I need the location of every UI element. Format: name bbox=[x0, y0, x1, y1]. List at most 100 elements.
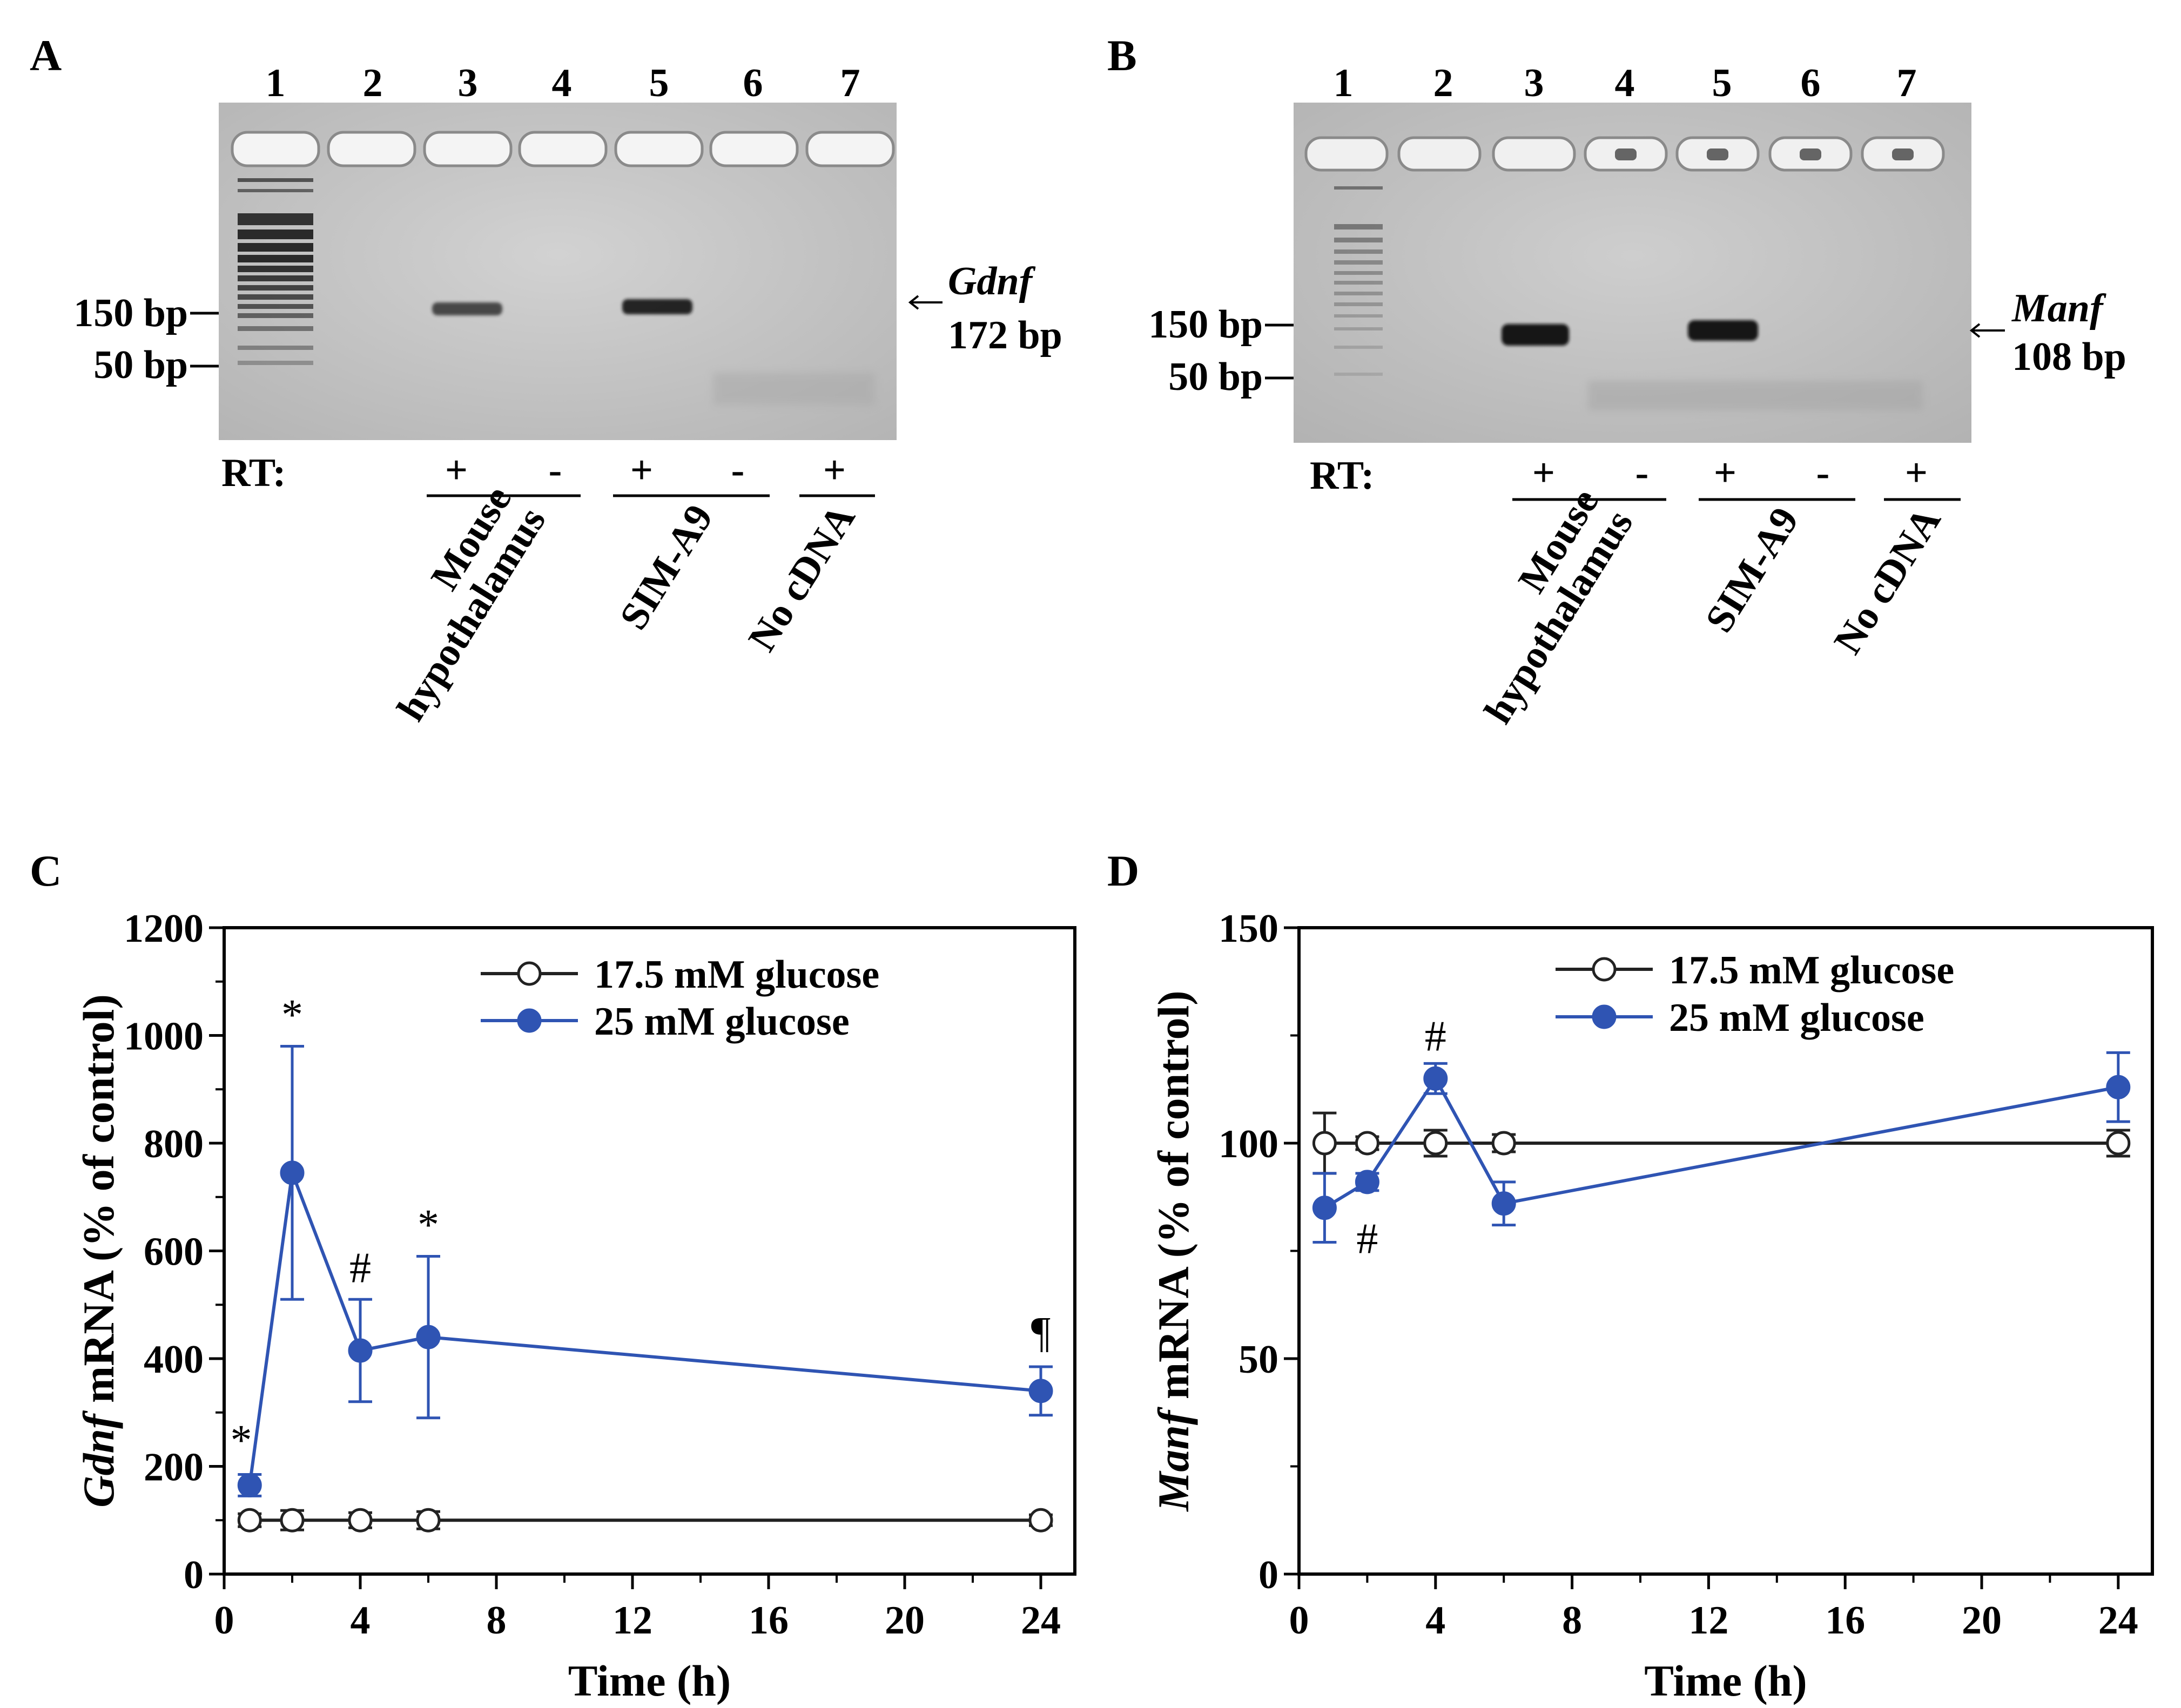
chart-c-legend-marker bbox=[517, 1008, 542, 1033]
gel-a-rt-lane4: - bbox=[549, 448, 562, 492]
gel-a-rt-label: RT: bbox=[221, 451, 286, 495]
chart-c-xtick-label: 0 bbox=[214, 1598, 234, 1643]
chart-c-data-point bbox=[416, 1325, 441, 1349]
gel-b-lane-4: 4 bbox=[1615, 61, 1635, 105]
chart-d-data-point bbox=[1312, 1131, 1337, 1156]
chart-d-data-point bbox=[1491, 1191, 1516, 1216]
gel-a-lane-4: 4 bbox=[552, 61, 572, 105]
chart-d-legend-label: 17.5 mM glucose bbox=[1669, 948, 1954, 993]
chart-d-data-point bbox=[1491, 1131, 1516, 1156]
chart-c-xtick-label: 20 bbox=[885, 1598, 925, 1643]
chart-c-data-point bbox=[1028, 1508, 1053, 1533]
chart-c-data-point bbox=[1028, 1379, 1053, 1403]
chart-c-legend-label: 17.5 mM glucose bbox=[594, 953, 879, 997]
panel-d-label: D bbox=[1107, 846, 1139, 895]
chart-d-data-point bbox=[1423, 1131, 1448, 1156]
gel-a bbox=[219, 103, 897, 440]
gel-a-group-nocdna: No cDNA bbox=[740, 497, 864, 659]
chart-c-xtick-label: 16 bbox=[749, 1598, 789, 1643]
gel-b-rt-lane3: + bbox=[1532, 451, 1555, 495]
chart-d-legend-marker bbox=[1592, 1004, 1617, 1029]
chart-c-annotation: * bbox=[281, 991, 303, 1039]
gel-b-lane-numbers: 1 2 3 4 5 6 7 bbox=[1334, 61, 1917, 105]
chart-d-annotation: # bbox=[1425, 1013, 1446, 1061]
gel-a-group-sima9: SIM-A9 bbox=[611, 497, 722, 638]
chart-d-data-point bbox=[1423, 1066, 1448, 1091]
chart-d-xtick-label: 0 bbox=[1289, 1598, 1309, 1643]
gel-b-rt-lane7: + bbox=[1905, 451, 1928, 495]
chart-d-xtick-label: 12 bbox=[1688, 1598, 1728, 1643]
gel-b-rt-lane5: + bbox=[1714, 451, 1736, 495]
panel-a-label: A bbox=[30, 31, 62, 80]
chart-c-ytick-label: 600 bbox=[144, 1230, 204, 1274]
chart-d-xtick-label: 4 bbox=[1425, 1598, 1445, 1643]
chart-d-legend-marker bbox=[1592, 957, 1617, 982]
gel-b-rt-lane6: - bbox=[1816, 451, 1830, 495]
chart-c-legend-label: 25 mM glucose bbox=[594, 1000, 850, 1044]
gel-b-lane-1: 1 bbox=[1334, 61, 1354, 105]
gel-b-gene-name: Manf bbox=[2011, 286, 2106, 330]
panel-a: A bbox=[30, 31, 1062, 728]
gel-a-lane-1: 1 bbox=[266, 61, 286, 105]
gel-a-lane-5: 5 bbox=[649, 61, 669, 105]
gel-a-marker-50: 50 bp bbox=[93, 343, 188, 387]
gel-b-ladder-markers: 150 bp 50 bp bbox=[1148, 302, 1294, 399]
chart-c-annotation: ¶ bbox=[1031, 1309, 1051, 1356]
gel-a-group-labels: Mouse hypothalamus SIM-A9 No cDNA bbox=[388, 478, 864, 728]
chart-c-annotation: * bbox=[418, 1201, 439, 1249]
gel-b-lane-6: 6 bbox=[1801, 61, 1821, 105]
chart-c-xtick-label: 24 bbox=[1021, 1598, 1061, 1643]
chart-c-series-high-glucose bbox=[237, 1044, 1053, 1497]
gel-a-lane-6: 6 bbox=[743, 61, 763, 105]
chart-d-series-control bbox=[1312, 1111, 2131, 1175]
gel-a-product-label: Gdnf 172 bp bbox=[908, 259, 1062, 357]
chart-c-ylabel: Gdnf mRNA (% of control) bbox=[74, 994, 123, 1508]
gel-b-rt-label: RT: bbox=[1310, 454, 1374, 498]
chart-c-data-point bbox=[280, 1160, 305, 1185]
gel-b-lane-2: 2 bbox=[1433, 61, 1453, 105]
chart-d: 0 4 8 12 16 20 24 0 50 100 150 Time (h) Manf mRNA (%… bbox=[1149, 907, 2154, 1705]
chart-c-data-point bbox=[348, 1508, 373, 1533]
gel-a-wells bbox=[231, 131, 895, 167]
chart-c-series-control bbox=[237, 1508, 1053, 1533]
gel-a-gene-name: Gdnf bbox=[948, 259, 1036, 303]
panel-d: D 0 4 8 12 16 20 24 0 50 100 150 Time (h) Manf mRNA … bbox=[1107, 846, 2154, 1705]
gel-a-product-size: 172 bp bbox=[948, 313, 1062, 357]
chart-c-ytick-label: 800 bbox=[144, 1122, 204, 1166]
chart-d-ytick-label: 0 bbox=[1258, 1553, 1278, 1597]
gel-b-marker-50: 50 bp bbox=[1168, 355, 1263, 399]
gel-b-product-label: Manf 108 bp bbox=[1969, 286, 2126, 379]
chart-c-ytick-label: 400 bbox=[144, 1338, 204, 1382]
gel-b-well-dark-spots bbox=[1615, 148, 1914, 160]
chart-c-ylabel-gene: Gdnf bbox=[74, 1410, 123, 1508]
chart-c-data-point bbox=[280, 1508, 305, 1533]
chart-d-ylabel-gene: Manf bbox=[1149, 1406, 1198, 1513]
chart-c-xtick-label: 12 bbox=[612, 1598, 652, 1643]
chart-d-ytick-label: 100 bbox=[1219, 1122, 1278, 1166]
gel-b-lane-5: 5 bbox=[1712, 61, 1732, 105]
chart-c-ylabel-text: mRNA (% of control) bbox=[74, 994, 123, 1414]
gel-b-product-size: 108 bp bbox=[2012, 335, 2126, 379]
gel-b-group-labels: Mouse hypothalamus SIM-A9 No cDNA bbox=[1476, 481, 1950, 731]
gel-a-rt-lane6: - bbox=[731, 448, 745, 492]
gel-b-group-nocdna: No cDNA bbox=[1826, 500, 1950, 662]
gel-b bbox=[1294, 103, 1971, 443]
chart-d-series-high-glucose bbox=[1312, 1051, 2131, 1244]
chart-c-annotation: # bbox=[349, 1244, 371, 1292]
panel-c: C 0 4 8 12 16 20 24 0 200 400 600 800 1000 1200 Time (… bbox=[30, 846, 1076, 1705]
chart-c-legend-marker bbox=[517, 961, 542, 986]
gel-b-band-lane5 bbox=[1688, 320, 1758, 341]
chart-c-data-point bbox=[348, 1338, 373, 1363]
gel-b-band-lane3 bbox=[1502, 324, 1569, 346]
chart-d-data-point bbox=[1355, 1170, 1379, 1194]
gel-a-ladder-bands bbox=[238, 178, 313, 365]
gel-b-rt-lane4: - bbox=[1635, 451, 1649, 495]
chart-d-xtick-label: 8 bbox=[1562, 1598, 1582, 1643]
chart-c-series-line bbox=[248, 1172, 1041, 1486]
gel-b-rt-row: RT: + - + - + bbox=[1310, 451, 1961, 501]
chart-d-data-point bbox=[2106, 1075, 2131, 1099]
chart-c-ytick-label: 0 bbox=[184, 1553, 204, 1597]
chart-c-ytick-label: 200 bbox=[144, 1446, 204, 1490]
